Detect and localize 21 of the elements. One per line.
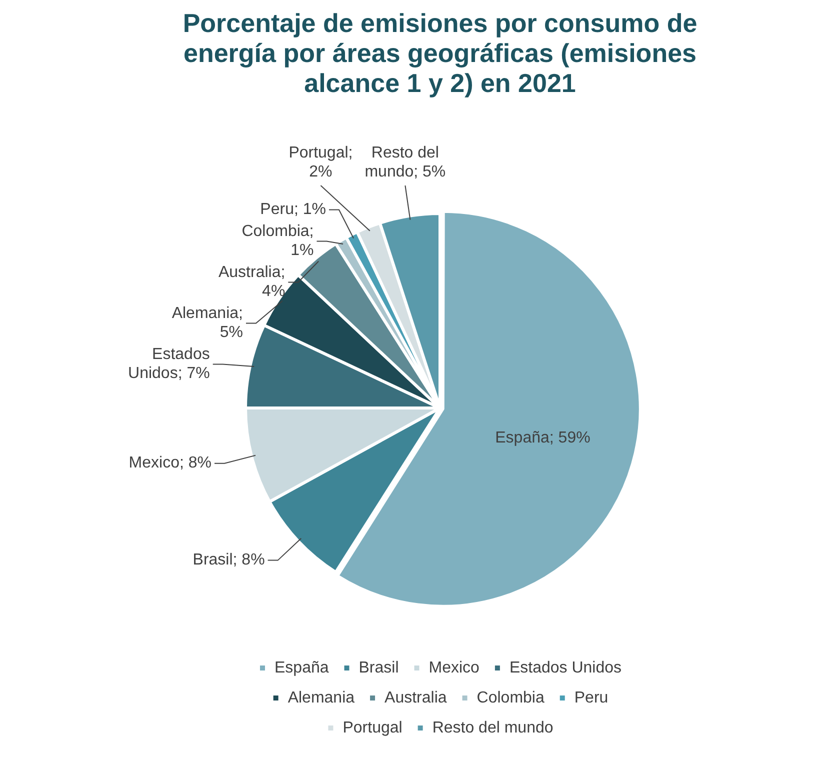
data-label: España; 59% xyxy=(495,429,590,446)
legend-label: Peru xyxy=(574,689,608,706)
legend-label: Estados Unidos xyxy=(509,659,622,676)
legend-label: Mexico xyxy=(428,659,480,676)
legend-label: Alemania xyxy=(288,689,355,706)
legend-label: Colombia xyxy=(476,689,544,706)
data-label: Mexico; 8% xyxy=(128,454,212,472)
data-label: Peru; 1% xyxy=(260,201,326,218)
legend-label: Australia xyxy=(384,689,447,706)
data-label: Alemania; 5% xyxy=(172,305,243,342)
legend-label: Portugal xyxy=(342,719,402,736)
data-label: Australia; 4% xyxy=(218,264,286,300)
chart-title: Porcentaje de emisiones por consumo de energía por áreas geográficas (emisiones alcance 1 y 2) en 2021 xyxy=(182,8,698,98)
data-label: Portugal; 2% xyxy=(288,144,353,180)
data-label: Resto del mundo; 5% xyxy=(364,144,446,180)
data-label: Estados Unidos; 7% xyxy=(128,346,210,382)
legend-label: Brasil xyxy=(358,659,399,676)
data-label: Brasil; 8% xyxy=(192,552,265,569)
legend-label: Resto del mundo xyxy=(432,719,554,736)
legend-label: España xyxy=(274,659,329,676)
data-label: Colombia; 1% xyxy=(242,223,314,260)
